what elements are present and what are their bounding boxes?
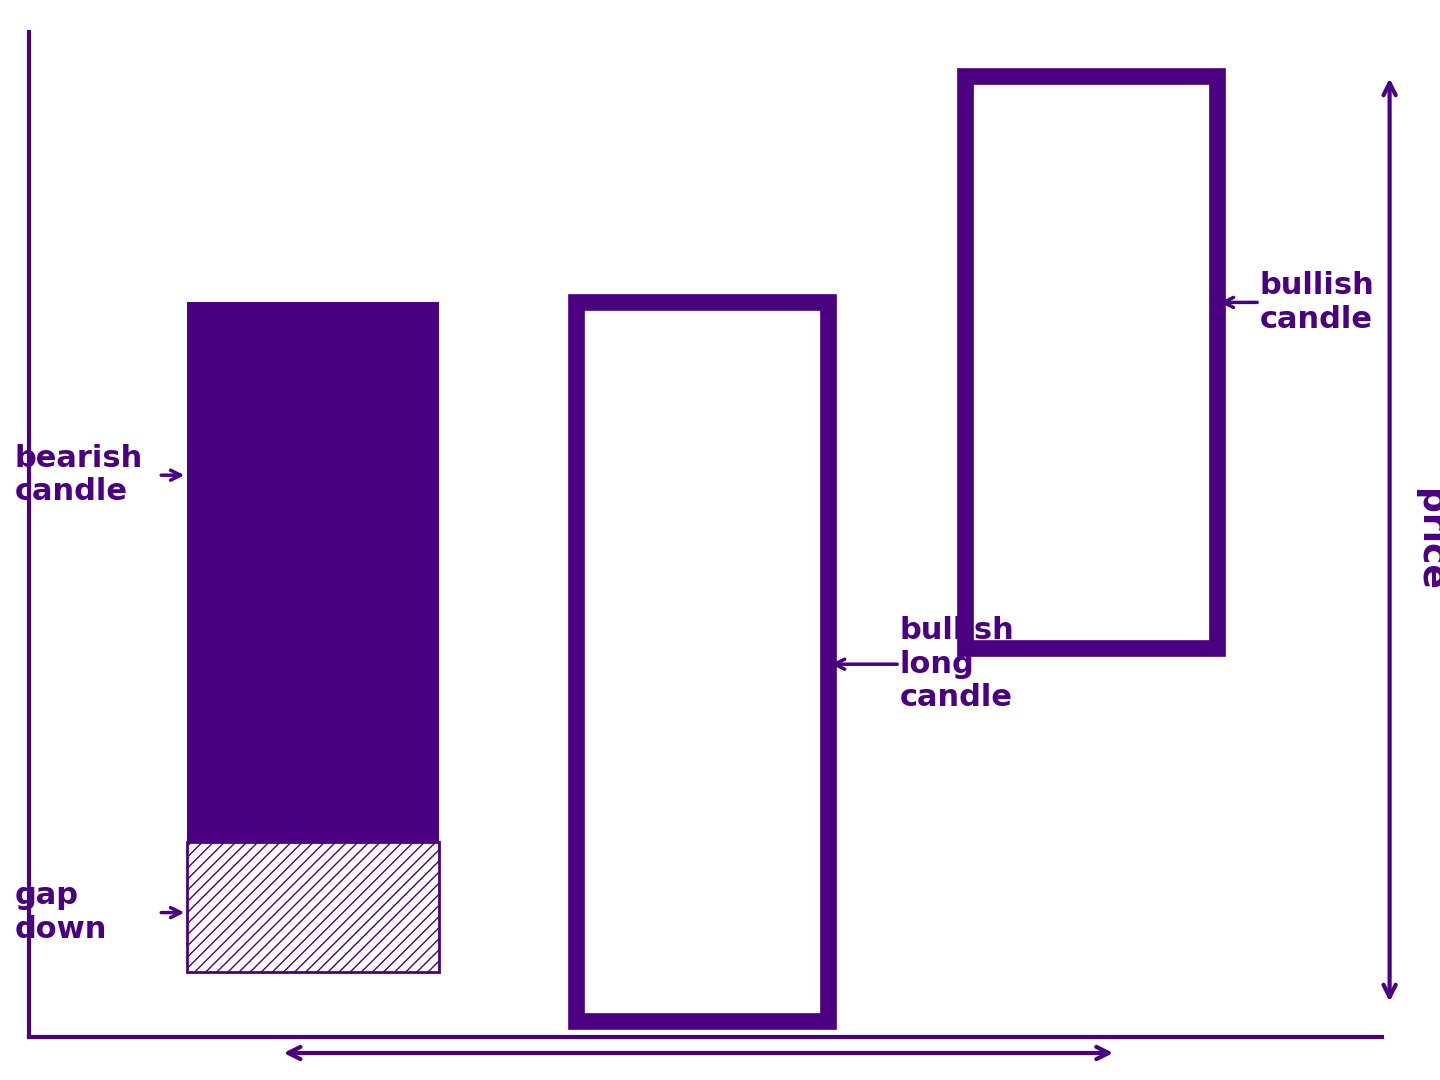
- Text: price: price: [1413, 489, 1440, 591]
- Bar: [576, 302, 828, 1021]
- Bar: [187, 302, 439, 842]
- Text: bullish
long
candle: bullish long candle: [900, 616, 1015, 713]
- Bar: [965, 76, 1217, 648]
- Text: bullish
candle: bullish candle: [1260, 271, 1375, 334]
- Bar: [187, 842, 439, 972]
- Text: bearish
candle: bearish candle: [14, 444, 143, 507]
- Text: gap
down: gap down: [14, 881, 107, 944]
